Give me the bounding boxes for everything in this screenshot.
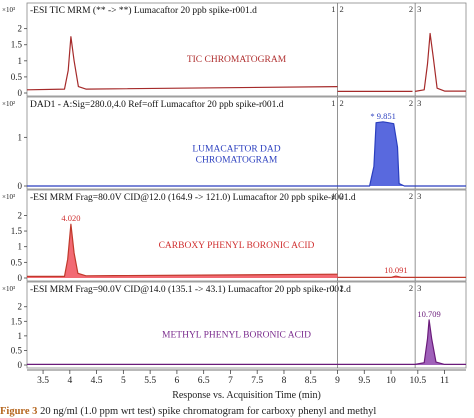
x-tick-label: 5.5 xyxy=(144,376,156,386)
panel-1-annotation: TIC CHROMATOGRAM xyxy=(187,55,287,65)
panel-2-ytick-label: 1 xyxy=(18,132,23,142)
panel-2-segment-label: 3 xyxy=(417,98,421,108)
x-tick-label: 7 xyxy=(228,376,233,386)
panel-4-segment-label: 3 xyxy=(417,283,421,293)
x-tick-label: 10 xyxy=(386,376,396,386)
caption-figure-label: Figure 3 xyxy=(0,406,38,417)
panel-2-peak-label: * 9.851 xyxy=(370,111,396,121)
panel-3-ytick-label: 0.5 xyxy=(11,257,23,267)
panel-2-segment-label: 1 xyxy=(331,98,335,108)
panel-2-exponent-label: ×10² xyxy=(2,100,15,108)
panel-2-series-1-area xyxy=(27,121,466,186)
panel-3-segment-label: 2 xyxy=(409,191,413,201)
panel-3-ytick-label: 2 xyxy=(18,210,23,220)
panel-2-title: DAD1 - A:Sig=280.0,4.0 Ref=off Lumacafto… xyxy=(30,99,284,110)
panel-4-ytick-label: 1.5 xyxy=(11,316,23,326)
panel-3-ytick-label: 0 xyxy=(18,273,23,283)
panel-4-frame xyxy=(26,281,467,369)
panel-4-peak-label: 10.709 xyxy=(417,309,440,319)
panel-1-segment-label: 3 xyxy=(417,4,421,14)
x-tick-label: 10.5 xyxy=(410,376,427,386)
x-tick-label: 7.5 xyxy=(251,376,263,386)
panel-3-annotation: CARBOXY PHENYL BORONIC ACID xyxy=(159,241,315,251)
panel-1-segment-label: 1 xyxy=(331,4,335,14)
panel-1-ytick-label: 1.5 xyxy=(11,40,23,50)
panel-4-segment-label: 1 xyxy=(331,283,335,293)
panel-3-ytick-label: 1 xyxy=(18,242,23,252)
panel-1-ytick-label: 0 xyxy=(18,88,23,98)
panel-4-annotation: METHYL PHENYL BORONIC ACID xyxy=(162,331,311,341)
x-tick-label: 4.5 xyxy=(91,376,103,386)
panel-2-ytick-label: 0 xyxy=(18,181,23,191)
panel-1-title: -ESI TIC MRM (** -> **) Lumacaftor 20 pp… xyxy=(30,5,257,16)
figure-caption: Figure 3 20 ng/ml (1.0 ppm wrt test) spi… xyxy=(0,405,474,418)
panel-2-series-1-line xyxy=(27,121,466,187)
x-tick-label: 8.5 xyxy=(305,376,317,386)
panel-3-series-1-line xyxy=(27,223,338,277)
panel-1-exponent-label: ×10³ xyxy=(2,6,15,14)
x-tick-label: 9 xyxy=(335,376,340,386)
panel-4-ytick-label: 0 xyxy=(18,360,23,370)
x-tick-label: 9.5 xyxy=(358,376,370,386)
panel-2-segment-label: 2 xyxy=(409,98,413,108)
panel-4-series-2-line xyxy=(337,319,466,365)
panel-2-segment-label: 2 xyxy=(340,98,344,108)
panel-2-annotation: CHROMATOGRAM xyxy=(196,156,278,166)
panel-3-segment-label: 3 xyxy=(417,191,421,201)
panel-3-peak-label: 10.091 xyxy=(384,265,407,275)
panel-3-segment-label: 2 xyxy=(340,191,344,201)
panel-1-ytick-label: 0.5 xyxy=(11,72,23,82)
panel-1-segment-label: 2 xyxy=(340,4,344,14)
x-tick-label: 5 xyxy=(121,376,126,386)
panel-4-exponent-label: ×10³ xyxy=(2,285,15,293)
x-tick-label: 11 xyxy=(440,376,449,386)
panel-4-segment-label: 2 xyxy=(409,283,413,293)
panel-1-segment-label: 2 xyxy=(409,4,413,14)
x-tick-label: 3.5 xyxy=(37,376,49,386)
panel-1-series-1-line xyxy=(26,36,338,91)
panel-1-series-3-line xyxy=(414,32,466,92)
panel-4-ytick-label: 0.5 xyxy=(11,345,23,355)
panel-3-ytick-label: 1.5 xyxy=(11,226,23,236)
panel-3-series-2-line xyxy=(337,275,466,278)
x-tick-label: 6 xyxy=(175,376,180,386)
panel-2-frame xyxy=(26,96,467,190)
panel-4-ytick-label: 2 xyxy=(18,302,23,312)
panel-3-segment-label: 1 xyxy=(331,191,335,201)
panel-4-segment-label: 2 xyxy=(340,283,344,293)
panel-1-ytick-label: 2 xyxy=(18,24,23,34)
panel-1-frame xyxy=(26,2,467,97)
panel-3-peak-label: 4.020 xyxy=(61,213,80,223)
panel-3-exponent-label: ×10³ xyxy=(2,193,15,201)
x-tick-label: 8 xyxy=(282,376,287,386)
panel-4-title: -ESI MRM Frag=90.0V CID@14.0 (135.1 -> 4… xyxy=(30,284,351,295)
panel-3-frame xyxy=(26,189,467,282)
panel-3-title: -ESI MRM Frag=80.0V CID@12.0 (164.9 -> 1… xyxy=(30,192,356,203)
x-axis-title: Response vs. Acquisition Time (min) xyxy=(172,390,321,401)
panel-2-annotation: LUMACAFTOR DAD xyxy=(192,145,280,155)
panel-4-ytick-label: 1 xyxy=(18,331,23,341)
panel-1-ytick-label: 1 xyxy=(18,56,23,66)
x-tick-label: 4 xyxy=(67,376,72,386)
caption-text: 20 ng/ml (1.0 ppm wrt test) spike chroma… xyxy=(40,406,377,417)
x-tick-label: 6.5 xyxy=(198,376,210,386)
